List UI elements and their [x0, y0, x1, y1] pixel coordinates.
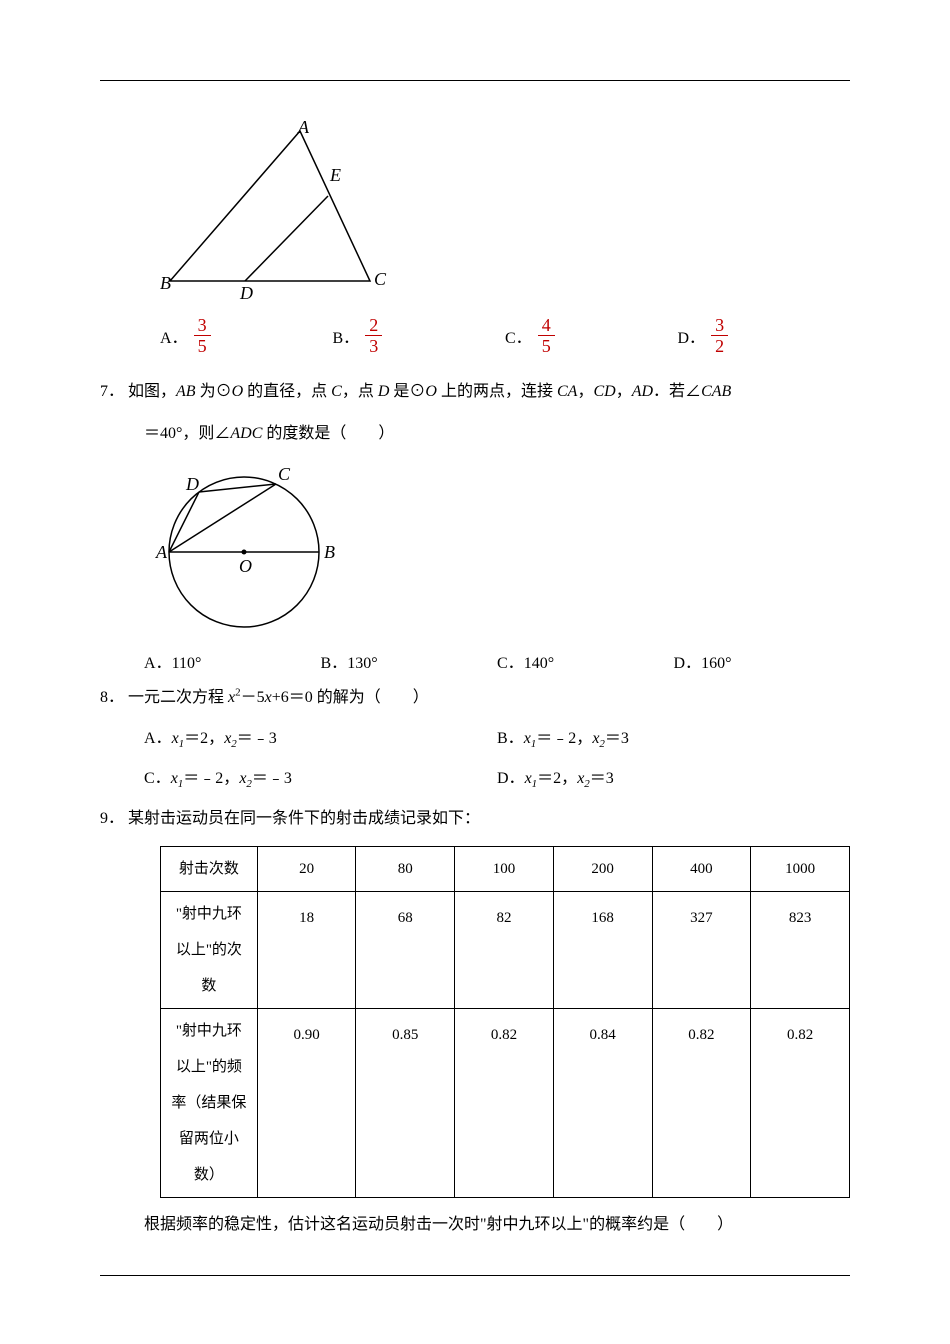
svg-text:D: D [185, 474, 199, 494]
q6-figure: A E B D C [160, 121, 850, 306]
fraction-icon: 4 5 [538, 316, 555, 355]
q8-opt-b: B．x1＝﹣2，x2＝3 [497, 721, 850, 756]
cell: 327 [652, 892, 751, 1009]
frac-den: 5 [198, 336, 207, 355]
svg-text:O: O [239, 556, 252, 576]
q8-opt-c: C．x1＝﹣2，x2＝﹣3 [144, 761, 497, 796]
cell: 0.85 [356, 1009, 455, 1198]
cell: 1000 [751, 847, 850, 892]
table-row: "射中九环 以上"的频 率（结果保 留两位小 数） 0.90 0.85 0.82… [161, 1009, 850, 1198]
q7-opt-c: C．140° [497, 649, 674, 673]
cell: 20 [257, 847, 356, 892]
q7-line1: 7．如图，AB 为⊙O 的直径，点 C，点 D 是⊙O 上的两点，连接 CA，C… [100, 373, 850, 411]
q7-options: A．110° B．130° C．140° D．160° [144, 649, 850, 673]
q9-tail: 根据频率的稳定性，估计这名运动员射击一次时"射中九环以上"的概率约是（ ） [144, 1206, 850, 1244]
cell: 0.90 [257, 1009, 356, 1198]
fraction-icon: 2 3 [365, 316, 382, 355]
q6-opt-b: B． 2 3 [333, 316, 506, 355]
frac-den: 2 [715, 336, 724, 355]
circle-figure-svg: C D A B O [144, 464, 354, 634]
cell: 82 [455, 892, 554, 1009]
svg-text:B: B [160, 273, 171, 293]
cell: 200 [553, 847, 652, 892]
row1-head: 射击次数 [161, 847, 258, 892]
cell: 0.82 [455, 1009, 554, 1198]
q6-opt-a: A． 3 5 [160, 316, 333, 355]
svg-text:C: C [278, 464, 291, 484]
frac-num: 3 [194, 316, 211, 336]
table-row: "射中九环 以上"的次 数 18 68 82 168 327 823 [161, 892, 850, 1009]
q8-opt-d: D．x1＝2，x2＝3 [497, 761, 850, 796]
svg-text:A: A [297, 121, 310, 137]
q6-options: A． 3 5 B． 2 3 C． 4 5 D． 3 2 [160, 316, 850, 355]
svg-text:B: B [324, 542, 335, 562]
frac-num: 3 [711, 316, 728, 336]
q7-opt-b: B．130° [321, 649, 498, 673]
q6-opt-d: D． 3 2 [678, 316, 851, 355]
cell: 0.82 [751, 1009, 850, 1198]
q9-line: 9．某射击运动员在同一条件下的射击成绩记录如下： [100, 800, 850, 838]
frac-den: 5 [542, 336, 551, 355]
q7-line2: ＝40°，则∠ADC 的度数是（ ） [144, 415, 850, 453]
svg-text:D: D [239, 283, 253, 301]
cell: 18 [257, 892, 356, 1009]
q7-figure: C D A B O [144, 464, 850, 639]
svg-text:C: C [374, 269, 387, 289]
triangle-figure-svg: A E B D C [160, 121, 400, 301]
row3-head: "射中九环 以上"的频 率（结果保 留两位小 数） [161, 1009, 258, 1198]
q7-opt-a: A．110° [144, 649, 321, 673]
q8-opt-a: A．x1＝2，x2＝﹣3 [144, 721, 497, 756]
row2-head: "射中九环 以上"的次 数 [161, 892, 258, 1009]
q9-number: 9． [100, 800, 128, 838]
q7-number: 7． [100, 373, 128, 411]
cell: 0.82 [652, 1009, 751, 1198]
q6-opt-c: C． 4 5 [505, 316, 678, 355]
frac-num: 2 [365, 316, 382, 336]
cell: 400 [652, 847, 751, 892]
q8-line: 8．一元二次方程 x2－5x+6＝0 的解为（ ） [100, 679, 850, 717]
fraction-icon: 3 2 [711, 316, 728, 355]
fraction-icon: 3 5 [194, 316, 211, 355]
cell: 823 [751, 892, 850, 1009]
cell: 0.84 [553, 1009, 652, 1198]
q7-opt-d: D．160° [674, 649, 851, 673]
frac-num: 4 [538, 316, 555, 336]
q8-number: 8． [100, 679, 128, 717]
svg-text:A: A [155, 542, 168, 562]
q9-table: 射击次数 20 80 100 200 400 1000 "射中九环 以上"的次 … [160, 846, 850, 1198]
top-rule [100, 80, 850, 81]
cell: 80 [356, 847, 455, 892]
q8-options-row2: C．x1＝﹣2，x2＝﹣3 D．x1＝2，x2＝3 [144, 761, 850, 796]
cell: 168 [553, 892, 652, 1009]
cell: 68 [356, 892, 455, 1009]
svg-text:E: E [329, 165, 341, 185]
cell: 100 [455, 847, 554, 892]
table-row: 射击次数 20 80 100 200 400 1000 [161, 847, 850, 892]
q8-options-row1: A．x1＝2，x2＝﹣3 B．x1＝﹣2，x2＝3 [144, 721, 850, 756]
frac-den: 3 [369, 336, 378, 355]
page: A E B D C A． 3 5 B． 2 3 C． 4 5 [0, 0, 950, 1316]
bottom-rule [100, 1275, 850, 1276]
